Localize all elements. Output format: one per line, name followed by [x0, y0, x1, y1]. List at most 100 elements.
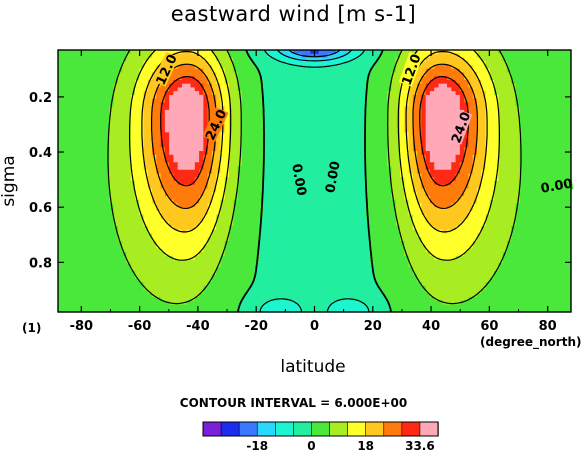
- field-cell: [66, 177, 72, 182]
- field-cell: [152, 188, 157, 193]
- field-cell: [382, 117, 388, 122]
- field-cell: [519, 181, 525, 186]
- field-cell: [318, 136, 324, 141]
- field-cell: [181, 147, 187, 152]
- field-cell: [451, 162, 457, 167]
- field-cell: [267, 68, 273, 74]
- field-cell: [130, 64, 136, 70]
- field-cell: [105, 57, 110, 62]
- field-cell: [545, 147, 551, 152]
- field-cell: [361, 166, 367, 171]
- field-cell: [237, 128, 243, 133]
- field-cell: [58, 128, 63, 133]
- field-cell: [233, 102, 239, 107]
- field-cell: [246, 203, 251, 208]
- field-cell: [237, 68, 243, 74]
- field-cell: [258, 53, 264, 59]
- field-cell: [66, 87, 72, 92]
- field-cell: [152, 128, 157, 133]
- field-cell: [429, 83, 435, 89]
- field-cell: [323, 158, 328, 163]
- field-cell: [352, 50, 358, 55]
- field-cell: [412, 199, 418, 205]
- field-cell: [130, 57, 136, 62]
- field-cell: [447, 177, 452, 182]
- field-cell: [143, 57, 149, 62]
- field-cell: [344, 124, 350, 130]
- field-cell: [126, 169, 132, 175]
- field-cell: [442, 109, 448, 115]
- field-cell: [305, 151, 311, 156]
- field-cell: [288, 83, 294, 89]
- field-cell: [438, 61, 444, 66]
- field-cell: [233, 203, 239, 208]
- field-cell: [70, 173, 76, 178]
- field-cell: [340, 102, 346, 107]
- field-cell: [434, 117, 440, 122]
- field-cell: [412, 76, 418, 81]
- field-cell: [447, 192, 452, 197]
- field-cell: [352, 128, 358, 133]
- field-cell: [536, 158, 542, 163]
- field-cell: [494, 68, 499, 74]
- field-cell: [387, 195, 393, 201]
- field-cell: [100, 76, 106, 81]
- field-cell: [109, 76, 115, 81]
- field-cell: [194, 57, 200, 62]
- field-cell: [117, 57, 123, 62]
- field-cell: [83, 121, 89, 126]
- field-cell: [344, 61, 350, 66]
- field-cell: [246, 166, 251, 171]
- field-cell: [340, 109, 346, 115]
- field-cell: [476, 154, 482, 160]
- field-cell: [139, 166, 145, 171]
- field-cell: [134, 181, 140, 186]
- field-cell: [408, 94, 414, 100]
- field-cell: [536, 121, 542, 126]
- field-cell: [438, 132, 444, 137]
- field-cell: [523, 91, 529, 96]
- field-cell: [87, 192, 93, 197]
- field-cell: [152, 124, 157, 130]
- field-cell: [340, 192, 346, 197]
- field-cell: [83, 154, 89, 160]
- field-cell: [481, 184, 487, 190]
- field-cell: [391, 50, 397, 55]
- field-cell: [263, 83, 269, 89]
- field-cell: [506, 98, 512, 103]
- field-cell: [331, 154, 337, 160]
- field-cell: [553, 158, 559, 163]
- field-cell: [331, 195, 337, 201]
- field-cell: [250, 199, 256, 205]
- field-cell: [370, 151, 375, 156]
- field-cell: [395, 68, 401, 74]
- field-cell: [545, 132, 551, 137]
- field-cell: [459, 184, 465, 190]
- field-cell: [297, 121, 303, 126]
- field-cell: [233, 188, 239, 193]
- field-cell: [258, 184, 264, 190]
- field-cell: [117, 128, 123, 133]
- field-cell: [391, 143, 397, 148]
- field-cell: [310, 169, 316, 175]
- field-cell: [472, 83, 478, 89]
- field-cell: [476, 87, 482, 92]
- field-cell: [301, 124, 307, 130]
- field-cell: [254, 53, 260, 59]
- field-cell: [199, 177, 204, 182]
- field-cell: [549, 173, 555, 178]
- field-cell: [190, 147, 196, 152]
- field-cell: [186, 124, 192, 130]
- field-cell: [327, 136, 333, 141]
- field-cell: [271, 106, 277, 111]
- field-cell: [258, 68, 264, 74]
- field-cell: [126, 181, 132, 186]
- field-cell: [314, 117, 320, 122]
- field-cell: [387, 124, 393, 130]
- field-cell: [216, 50, 222, 55]
- field-cell: [258, 128, 264, 133]
- field-cell: [62, 173, 68, 178]
- field-cell: [425, 147, 431, 152]
- field-cell: [425, 195, 431, 201]
- field-cell: [370, 98, 375, 103]
